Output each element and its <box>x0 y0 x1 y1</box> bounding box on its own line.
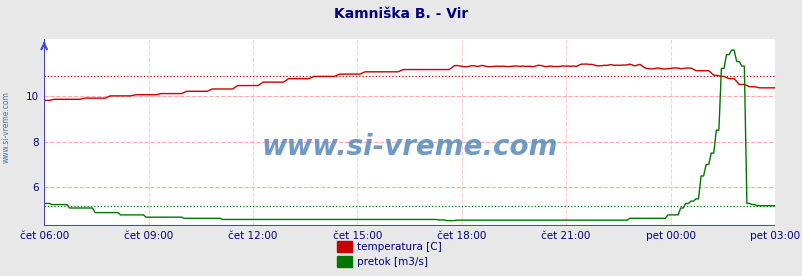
Text: www.si-vreme.com: www.si-vreme.com <box>2 91 11 163</box>
Text: pretok [m3/s]: pretok [m3/s] <box>357 257 427 267</box>
Text: www.si-vreme.com: www.si-vreme.com <box>261 134 557 161</box>
Text: temperatura [C]: temperatura [C] <box>357 242 442 252</box>
Text: Kamniška B. - Vir: Kamniška B. - Vir <box>334 7 468 21</box>
